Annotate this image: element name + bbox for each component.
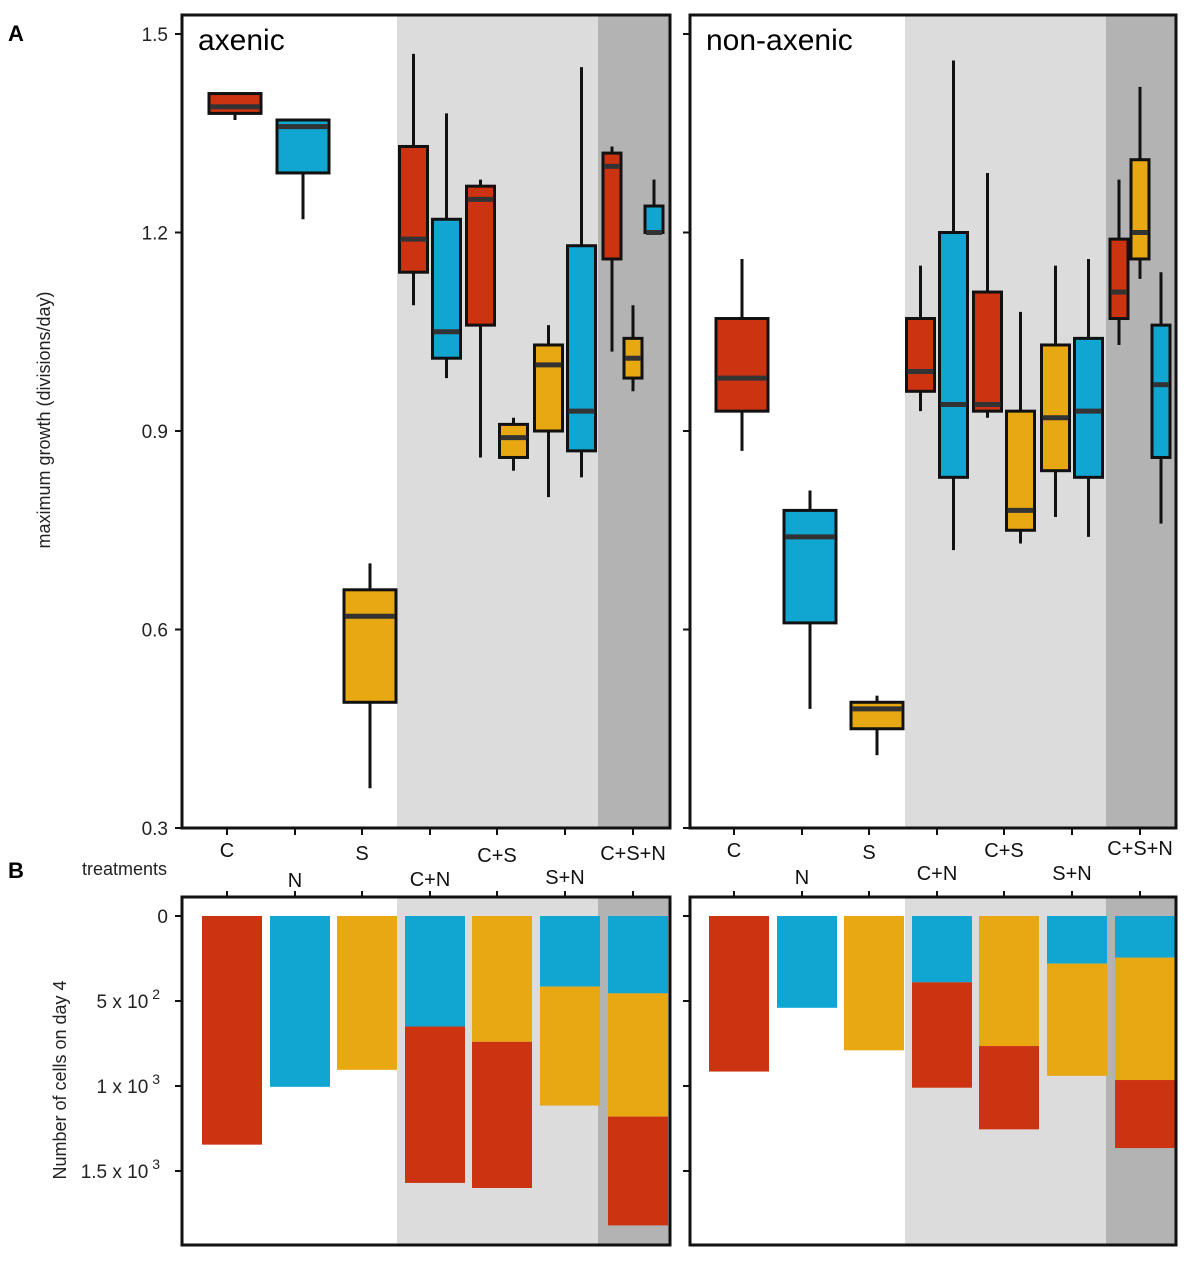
bar-nonaxenic-C+S+N-N xyxy=(1115,916,1175,958)
cells-y-tick-label: 0 xyxy=(157,907,168,928)
box-nonaxenic-N-N xyxy=(782,508,838,625)
bar-nonaxenic-C+N-N xyxy=(912,916,972,983)
treatments-label: treatments xyxy=(82,859,167,879)
treatment-label-axenic-S+N: S+N xyxy=(545,867,584,889)
panel-title-non-axenic: non-axenic xyxy=(706,24,853,57)
box-nonaxenic-C+N-C xyxy=(905,317,936,393)
cells-nonaxenic-frame xyxy=(688,895,1178,1247)
panel-title-axenic: axenic xyxy=(198,24,285,57)
box-axenic-C+S+N-C xyxy=(601,151,623,261)
treatment-label-nonaxenic-N: N xyxy=(795,867,809,889)
box-axenic-C+S-C xyxy=(465,184,496,327)
bar-nonaxenic-C+S-S xyxy=(979,916,1039,1047)
bar-nonaxenic-S+N-N xyxy=(1047,916,1107,964)
treatment-label-nonaxenic-S+N: S+N xyxy=(1052,863,1091,885)
bar-axenic-C+N-N xyxy=(405,916,465,1027)
bar-nonaxenic-S-S xyxy=(844,916,904,1051)
box-axenic-C+N-N xyxy=(431,217,462,360)
treatment-label-axenic-C: C xyxy=(220,840,234,862)
growth-axenic-triple-shading xyxy=(598,15,670,828)
bar-axenic-C-C xyxy=(202,916,262,1145)
cells-axenic-frame xyxy=(180,895,672,1247)
growth-y-tick-label: 0.6 xyxy=(142,620,168,641)
bar-axenic-S+N-N xyxy=(540,916,600,987)
bar-axenic-C+S+N-C xyxy=(608,1116,668,1226)
treatment-label-nonaxenic-C+S+N: C+S+N xyxy=(1107,838,1173,860)
bar-nonaxenic-N-N xyxy=(777,916,837,1008)
treatment-label-axenic-N: N xyxy=(288,870,302,892)
treatment-label-axenic-C+N: C+N xyxy=(410,869,451,891)
growth-axenic-frame xyxy=(180,13,672,830)
box-axenic-S+N-S xyxy=(533,343,564,433)
growth-y-tick-label: 1.2 xyxy=(142,223,168,244)
bar-axenic-C+S+N-N xyxy=(608,916,668,994)
treatment-label-nonaxenic-C: C xyxy=(727,840,741,862)
box-nonaxenic-S-S xyxy=(849,700,905,731)
bar-nonaxenic-C+S+N-C xyxy=(1115,1080,1175,1149)
box-axenic-C+N-C xyxy=(398,144,429,274)
box-nonaxenic-C+S-C xyxy=(972,290,1003,413)
bar-nonaxenic-C+S+N-S xyxy=(1115,957,1175,1081)
box-axenic-C+S-S xyxy=(498,422,529,459)
bar-nonaxenic-C+S-C xyxy=(979,1046,1039,1130)
cells-y-tick-label: 5 x 10 2 xyxy=(97,986,161,1013)
cells-y-tick-label: 1 x 10 3 xyxy=(97,1071,161,1098)
growth-nonaxenic-frame xyxy=(688,13,1178,830)
treatment-label-axenic-S: S xyxy=(355,843,368,865)
box-nonaxenic-S+N-N xyxy=(1073,336,1104,479)
box-nonaxenic-C+S+N-N xyxy=(1150,323,1172,459)
bar-nonaxenic-S+N-S xyxy=(1047,963,1107,1076)
bar-axenic-C+S+N-S xyxy=(608,993,668,1117)
bar-axenic-S+N-S xyxy=(540,986,600,1106)
box-nonaxenic-C+S+N-S xyxy=(1129,158,1151,261)
growth-y-tick-label: 1.5 xyxy=(142,25,168,46)
box-nonaxenic-S+N-S xyxy=(1040,343,1071,473)
treatment-label-nonaxenic-S: S xyxy=(862,842,875,864)
bar-axenic-S-S xyxy=(337,916,397,1070)
bar-nonaxenic-C-C xyxy=(709,916,769,1072)
cells-y-tick-label: 1.5 x 10 3 xyxy=(81,1156,160,1183)
cells-y-axis-title: Number of cells on day 4 xyxy=(50,980,70,1179)
bar-axenic-N-N xyxy=(270,916,330,1087)
box-nonaxenic-C+N-N xyxy=(938,230,969,479)
bar-axenic-C+S-C xyxy=(472,1041,532,1188)
box-axenic-S+N-N xyxy=(566,244,597,453)
growth-axenic-pair-shading xyxy=(397,15,598,828)
bar-nonaxenic-C+N-C xyxy=(912,982,972,1088)
panel-b-label: B xyxy=(8,858,24,883)
box-axenic-C+S+N-N xyxy=(643,204,665,234)
growth-y-tick-label: 0.9 xyxy=(142,422,168,443)
bar-axenic-C+N-C xyxy=(405,1026,465,1183)
treatment-label-nonaxenic-C+S: C+S xyxy=(984,840,1023,862)
treatment-label-axenic-C+S: C+S xyxy=(477,845,516,867)
treatment-label-nonaxenic-C+N: C+N xyxy=(917,863,958,885)
growth-y-axis-title: maximum growth (divisions/day) xyxy=(34,291,54,548)
box-nonaxenic-C-C xyxy=(714,317,770,413)
box-axenic-S-S xyxy=(342,588,398,704)
panel-a-label: A xyxy=(8,21,24,46)
box-nonaxenic-C+S+N-C xyxy=(1108,237,1130,321)
bar-axenic-C+S-S xyxy=(472,916,532,1042)
growth-y-tick-label: 0.3 xyxy=(142,819,168,840)
treatment-label-axenic-C+S+N: C+S+N xyxy=(600,843,666,865)
box-axenic-C-C xyxy=(207,92,263,115)
